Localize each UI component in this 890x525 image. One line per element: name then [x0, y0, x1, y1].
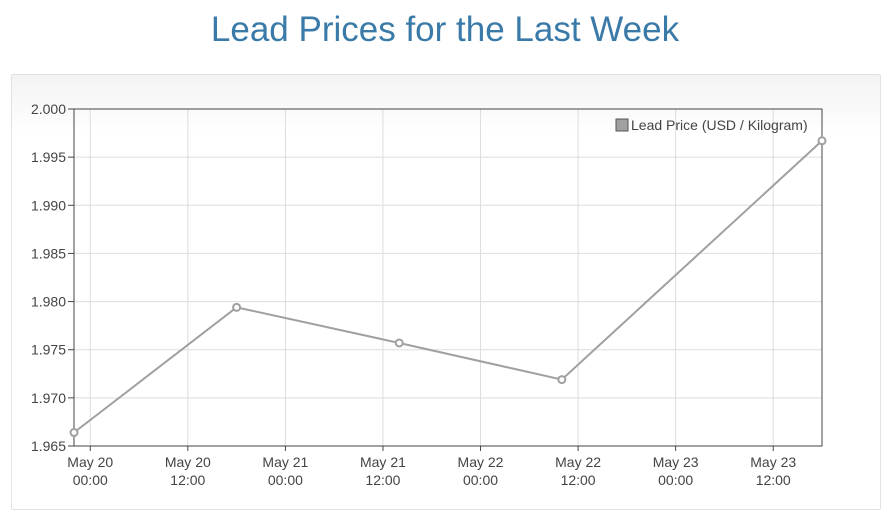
x-tick-label-time: 12:00 [756, 472, 791, 488]
chart-legend[interactable]: Lead Price (USD / Kilogram) [615, 117, 808, 133]
y-axis-ticks: 2.000 1.995 1.990 1.985 1.980 1.975 1.970 1.965 [31, 101, 74, 454]
x-tick-label-date: May 21 [262, 454, 308, 470]
y-tick-label: 1.985 [31, 245, 66, 261]
x-tick-label-time: 00:00 [268, 472, 303, 488]
x-tick-label-date: May 21 [360, 454, 406, 470]
series-lead-price [69, 136, 827, 438]
x-tick-label-date: May 23 [653, 454, 699, 470]
legend-swatch [615, 118, 629, 132]
plot-area-frame [73, 108, 823, 447]
y-tick-label: 1.980 [31, 294, 66, 310]
y-tick-label: 2.000 [31, 101, 66, 117]
legend-label: Lead Price (USD / Kilogram) [631, 117, 808, 133]
x-tick-label-date: May 20 [165, 454, 211, 470]
x-tick-label-time: 00:00 [463, 472, 498, 488]
x-tick-label-date: May 22 [458, 454, 504, 470]
x-tick-label-date: May 23 [750, 454, 796, 470]
y-tick-label: 1.970 [31, 390, 66, 406]
data-point[interactable] [69, 428, 79, 438]
series-line [73, 140, 823, 434]
x-tick-label-time: 00:00 [658, 472, 693, 488]
x-tick-label-date: May 20 [67, 454, 113, 470]
x-axis-ticks: May 20 00:00 May 20 12:00 May 21 00:00 May 21 1… [67, 446, 796, 488]
y-tick-label: 1.975 [31, 342, 66, 358]
data-point[interactable] [817, 136, 827, 146]
chart-panel [11, 74, 881, 510]
page-title: Lead Prices for the Last Week [210, 10, 680, 49]
x-tick-label-time: 12:00 [365, 472, 400, 488]
x-tick-label-time: 00:00 [73, 472, 108, 488]
x-tick-label-time: 12:00 [561, 472, 596, 488]
y-tick-label: 1.990 [31, 197, 66, 213]
data-point[interactable] [232, 302, 242, 312]
x-tick-label-date: May 22 [555, 454, 601, 470]
x-tick-label-time: 12:00 [170, 472, 205, 488]
y-tick-label: 1.965 [31, 438, 66, 454]
grid-lines [74, 108, 822, 447]
data-point[interactable] [557, 375, 567, 385]
y-tick-label: 1.995 [31, 149, 66, 165]
data-point[interactable] [394, 338, 404, 348]
